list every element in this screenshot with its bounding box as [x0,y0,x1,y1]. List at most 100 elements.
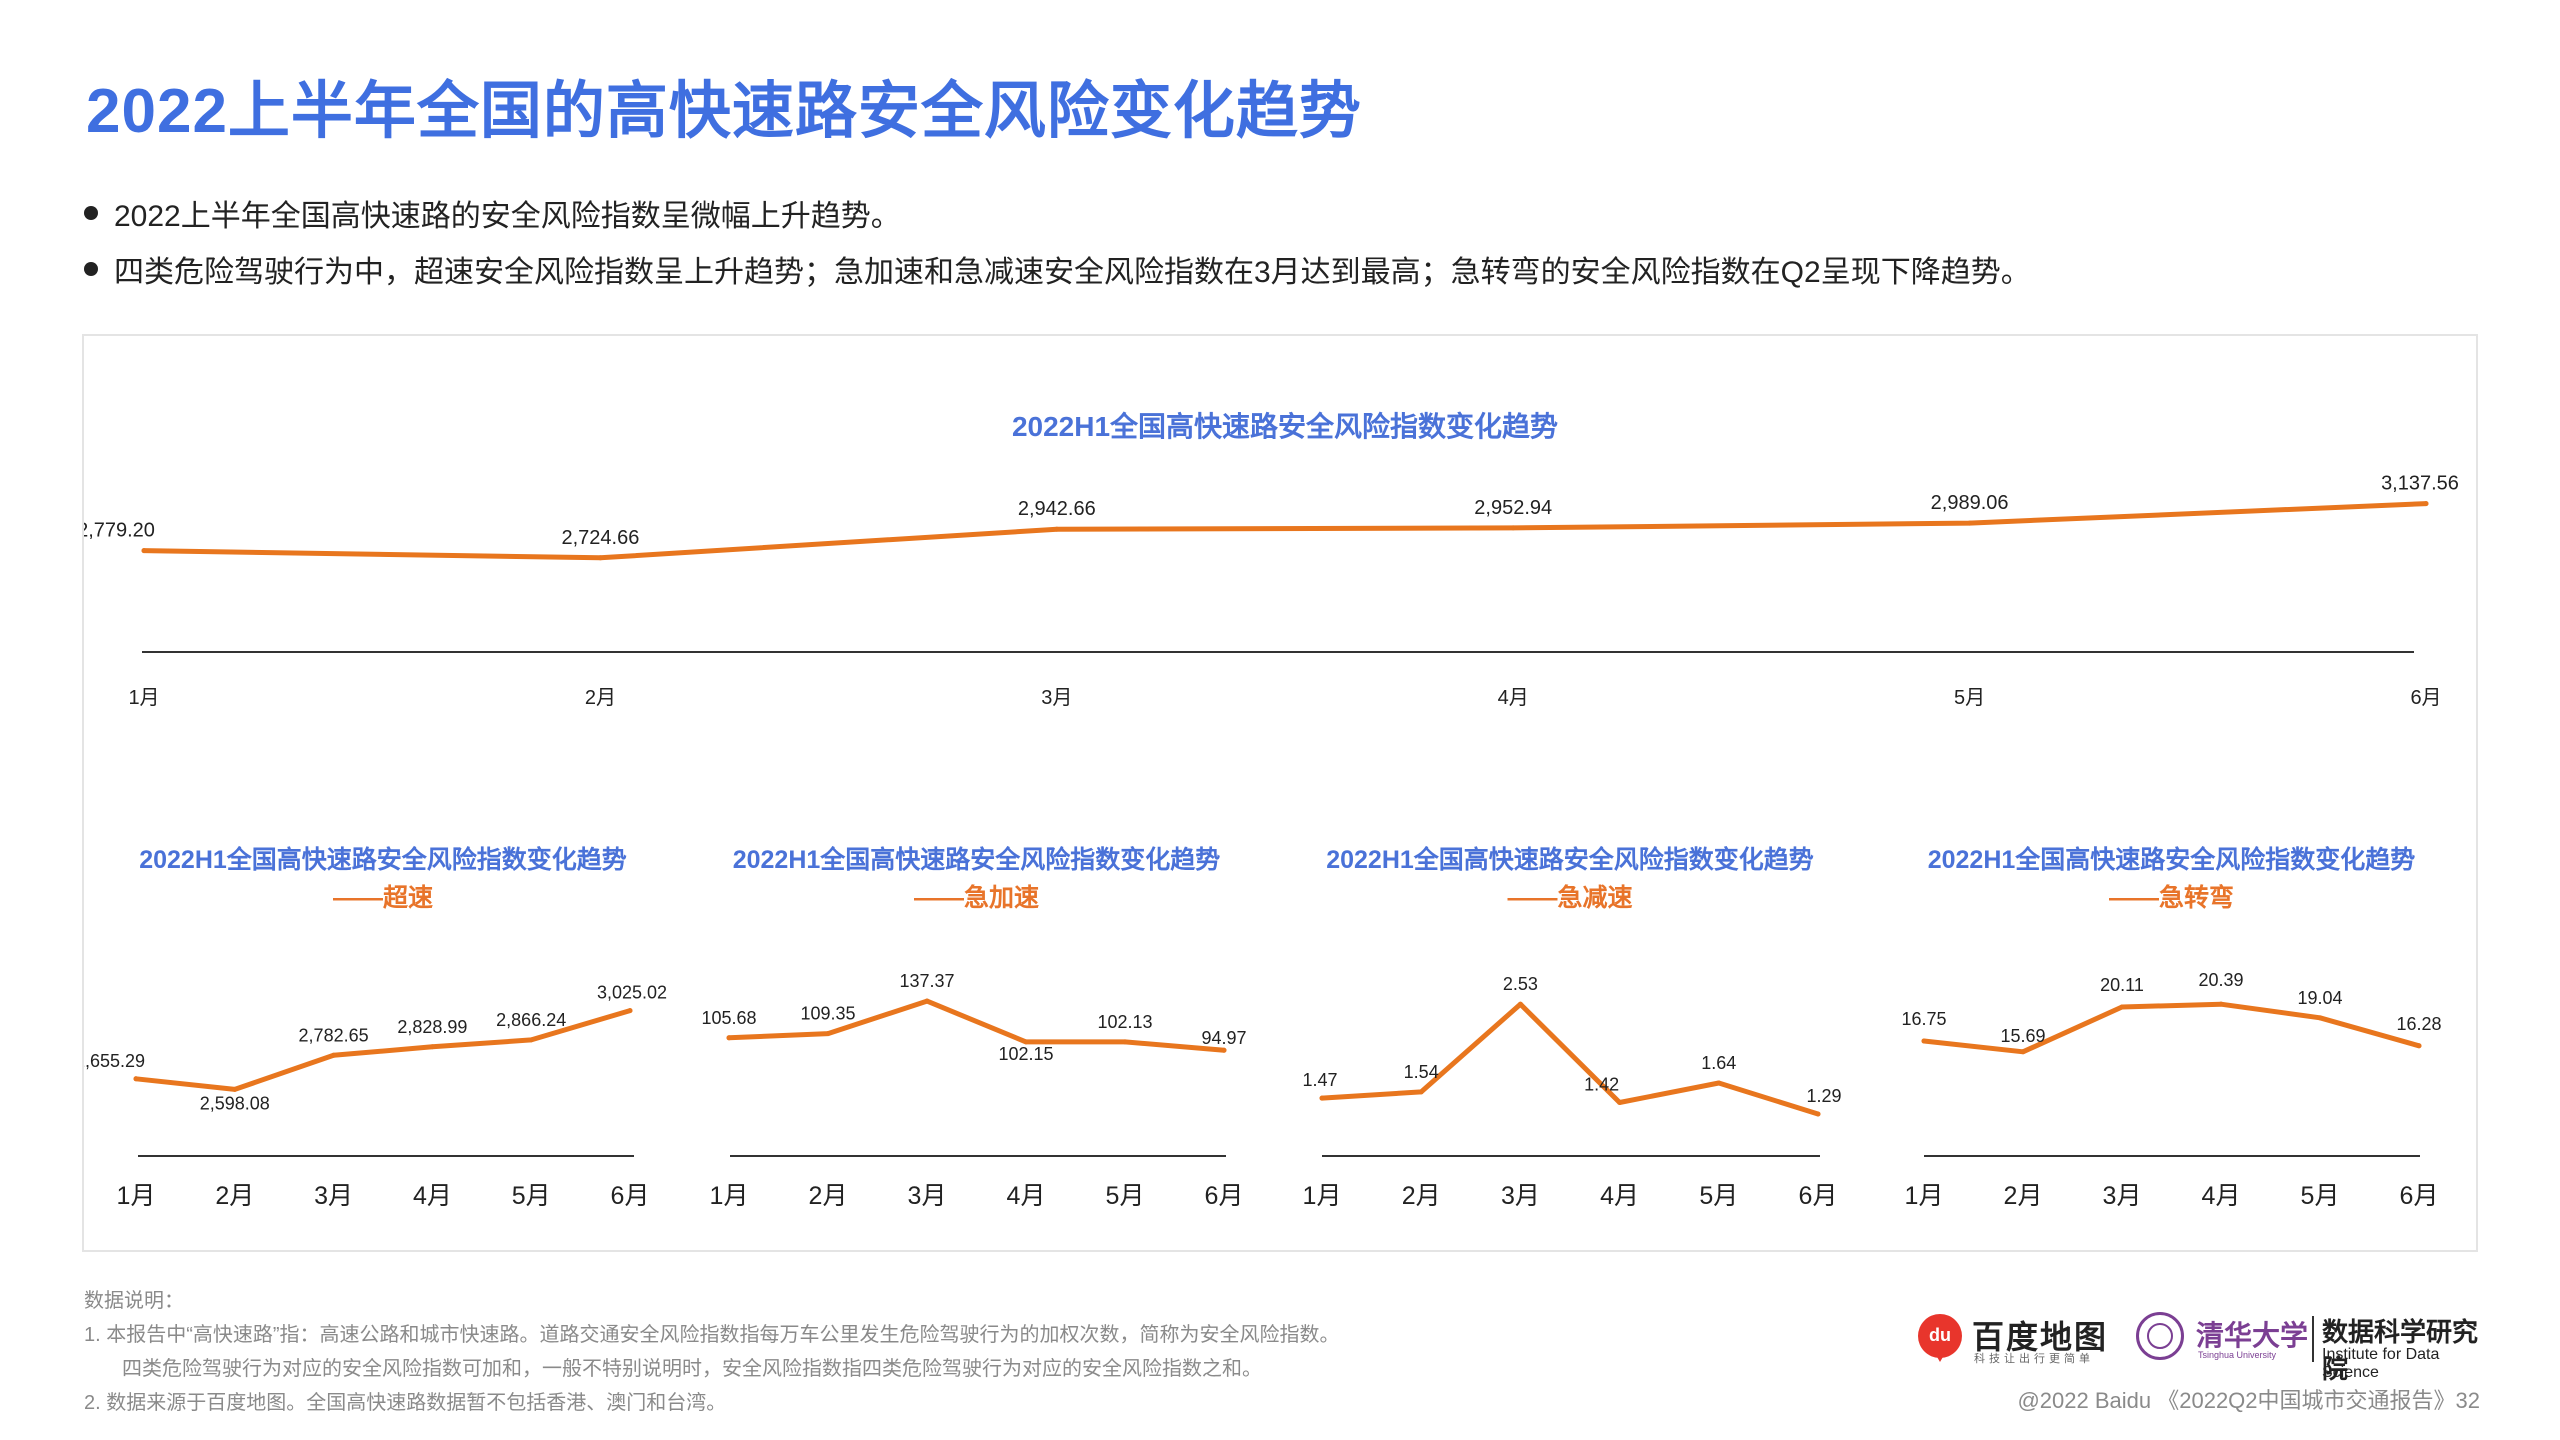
x-tick-label: 6月 [2400,1182,2439,1210]
x-tick-label: 6月 [2410,687,2441,709]
summary-bullets: 2022上半年全国高快速路的安全风险指数呈微幅上升趋势。 四类危险驾驶行为中，超… [84,185,2031,297]
x-tick-label: 4月 [2202,1182,2241,1210]
data-point [1815,1111,1821,1117]
data-point [331,1052,337,1058]
data-label: 2,866.24 [496,1010,566,1030]
data-point [1921,1038,1927,1044]
tsinghua-logo: 清华大学 Tsinghua University 数据科学研究院 Institu… [2136,1310,2486,1384]
data-label: 2,655.29 [84,1051,145,1071]
tsinghua-name-en: Tsinghua University [2198,1350,2277,1360]
series-line [141,501,2429,561]
baidu-map-name: 百度地图 [1972,1319,2109,1355]
charts-svg: 2022H1全国高快速路安全风险指数变化趋势 2,779.20 1月 2,724.66… [84,410,2459,1210]
data-point [597,555,603,561]
note-item: 1. 本报告中“高快速路”指：高速公路和城市快速路。道路交通安全风险指数指每万车… [84,1324,1340,1346]
x-tick-label: 5月 [1106,1182,1145,1210]
data-label: 3,025.02 [597,983,667,1003]
chart-title: 2022H1全国高快速路安全风险指数变化趋势 [1012,410,1558,442]
x-tick-label: 1月 [1905,1182,1944,1210]
data-label: 2,952.94 [1474,497,1552,519]
data-point [2416,1043,2422,1049]
series-line [1921,1001,2422,1055]
note-item: 2. 数据来源于百度地图。全国高快速路数据暂不包括香港、澳门和台湾。 [84,1392,727,1414]
series-line [133,1008,633,1092]
x-tick-label: 4月 [413,1182,452,1210]
x-tick-label: 3月 [908,1182,947,1210]
data-point [1418,1089,1424,1095]
x-tick-label: 3月 [314,1182,353,1210]
data-label: 20.11 [2100,975,2144,995]
data-label: 1.54 [1404,1062,1439,1082]
data-point [825,1031,831,1037]
chart-subtitle: ——急加速 [914,884,1039,912]
data-label: 16.75 [1901,1009,1946,1029]
data-label: 20.39 [2198,970,2243,990]
data-point [924,998,930,1004]
chart-subtitle: ——超速 [333,883,433,912]
data-point [726,1035,732,1041]
notes-heading: 数据说明： [84,1290,184,1312]
x-tick-label: 2月 [215,1182,254,1210]
data-point [1716,1080,1722,1086]
data-label: 1.29 [1806,1086,1841,1106]
bullet-text: 四类危险驾驶行为中，超速安全风险指数呈上升趋势；急加速和急减速安全风险指数在3月… [114,256,2031,289]
series-line [1319,1001,1821,1117]
chart-title: 2022H1全国高快速路安全风险指数变化趋势 [139,845,627,874]
data-point [1122,1039,1128,1045]
data-point [528,1037,534,1043]
data-label: 2,779.20 [84,520,155,542]
tsinghua-seal-icon [2136,1312,2184,1360]
data-label: 2,782.65 [299,1025,369,1045]
data-label: 102.13 [1097,1012,1152,1032]
data-point [1510,525,1516,531]
x-tick-label: 1月 [1303,1182,1342,1210]
data-label: 1.42 [1584,1075,1619,1095]
x-tick-label: 5月 [1699,1182,1738,1210]
data-point [1617,1100,1623,1106]
data-label: 19.04 [2297,988,2342,1008]
x-tick-label: 2月 [809,1182,848,1210]
data-point [2317,1015,2323,1021]
map-pin-icon: du [1918,1314,1962,1358]
x-tick-label: 6月 [611,1182,650,1210]
baidu-map-slogan: 科技让出行更简单 [1974,1353,2094,1365]
tsinghua-name: 清华大学 [2196,1319,2309,1352]
x-tick-label: 5月 [512,1182,551,1210]
bullet-dot [84,262,98,276]
data-label: 2,724.66 [561,527,639,549]
data-point [1221,1047,1227,1053]
bullet-text: 2022上半年全国高快速路的安全风险指数呈微幅上升趋势。 [114,200,901,233]
logo-divider [2312,1316,2314,1362]
data-point [429,1044,435,1050]
data-label: 15.69 [2000,1026,2045,1046]
data-point [1967,520,1973,526]
data-notes: 数据说明： 1. 本报告中“高快速路”指：高速公路和城市快速路。道路交通安全风险… [84,1284,1340,1420]
chart-title: 2022H1全国高快速路安全风险指数变化趋势 [1928,845,2416,874]
data-point [141,548,147,554]
x-tick-label: 4月 [1007,1182,1046,1210]
data-label: 105.68 [701,1008,756,1028]
x-tick-label: 2月 [585,687,616,709]
x-tick-label: 3月 [1501,1182,1540,1210]
page-footer: @2022 Baidu 《2022Q2中国城市交通报告》32 [2017,1388,2480,1413]
x-tick-label: 2月 [2004,1182,2043,1210]
x-tick-label: 3月 [2103,1182,2142,1210]
data-label: 2,942.66 [1018,498,1096,520]
institute-name-en: Institute for Data Science [2322,1346,2440,1381]
data-label: 1.64 [1701,1053,1736,1073]
data-label: 2,989.06 [1931,492,2009,514]
data-label: 16.28 [2396,1014,2441,1034]
data-label: 3,137.56 [2381,473,2459,495]
data-label: 2,598.08 [200,1093,270,1113]
x-tick-label: 4月 [1600,1182,1639,1210]
bullet-dot [84,206,98,220]
bullet-item: 四类危险驾驶行为中，超速安全风险指数呈上升趋势；急加速和急减速安全风险指数在3月… [84,241,2031,297]
data-label: 102.15 [998,1044,1053,1064]
data-point [2423,501,2429,507]
data-point [232,1086,238,1092]
page-title: 2022上半年全国的高快速路安全风险变化趋势 [86,77,1362,146]
chart-subtitle: ——急转弯 [2109,883,2234,912]
data-label: 1.47 [1302,1070,1337,1090]
data-label: 2,828.99 [397,1017,467,1037]
x-tick-label: 4月 [1498,687,1529,709]
